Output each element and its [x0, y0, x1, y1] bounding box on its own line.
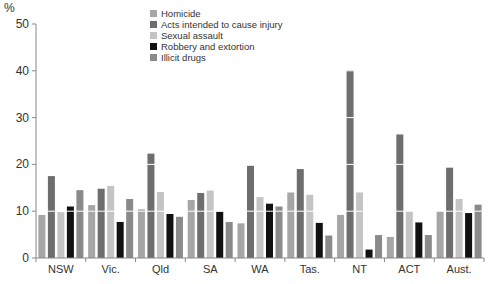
legend-label: Illicit drugs	[161, 52, 206, 63]
x-tick	[384, 258, 385, 262]
bar	[276, 207, 283, 258]
bar	[207, 191, 214, 258]
legend-label: Robbery and extortion	[161, 41, 254, 52]
x-tick-label: Vic.	[102, 263, 120, 275]
bar	[216, 212, 223, 258]
y-tick-label: 30	[16, 111, 30, 125]
bar	[38, 215, 45, 258]
bar	[366, 250, 373, 258]
bar	[266, 204, 273, 258]
bar	[446, 168, 453, 258]
legend: HomicideActs intended to cause injurySex…	[150, 8, 283, 63]
bar	[138, 209, 145, 258]
y-axis-label: %	[4, 1, 15, 15]
bar	[257, 197, 264, 258]
bar	[465, 213, 472, 258]
bar	[306, 195, 313, 258]
y-tick	[32, 24, 36, 25]
legend-label: Sexual assault	[161, 30, 223, 41]
bar	[415, 222, 422, 258]
y-tick	[32, 164, 36, 165]
grid-line	[36, 70, 484, 71]
x-tick	[284, 258, 285, 262]
x-tick-label: Tas.	[300, 263, 320, 275]
bar	[238, 223, 245, 258]
bar	[325, 236, 332, 258]
x-tick	[334, 258, 335, 262]
bar	[396, 134, 403, 258]
x-tick	[85, 258, 86, 262]
grid-line	[36, 117, 484, 118]
x-tick-label: NSW	[48, 263, 74, 275]
bar	[48, 176, 55, 258]
x-tick	[135, 258, 136, 262]
bar	[437, 211, 444, 258]
x-tick	[484, 258, 485, 262]
bar	[98, 189, 105, 258]
bar	[406, 211, 413, 258]
legend-label: Homicide	[161, 8, 201, 19]
y-tick-label: 50	[16, 17, 30, 31]
x-tick	[185, 258, 186, 262]
y-tick-label: 20	[16, 157, 30, 171]
bar	[166, 214, 173, 258]
x-tick	[434, 258, 435, 262]
y-tick-label: 40	[16, 64, 30, 78]
y-tick-label: 10	[16, 204, 30, 218]
bar	[287, 192, 294, 258]
x-tick-label: WA	[251, 263, 269, 275]
bar	[247, 166, 254, 258]
grid-line	[36, 211, 484, 212]
bar	[117, 222, 124, 258]
y-tick	[32, 70, 36, 71]
bar	[456, 199, 463, 258]
bar	[126, 199, 133, 258]
y-tick-label: 0	[22, 251, 29, 265]
x-tick	[36, 258, 37, 262]
bar	[387, 237, 394, 258]
bar	[147, 154, 154, 258]
bar	[157, 192, 164, 258]
bar	[67, 207, 74, 258]
x-tick-label: Aust.	[447, 263, 472, 275]
bar	[226, 222, 233, 258]
chart: 0 10 20 30 40 50 NSW Vic. Qld SA WA Tas. NT ACT Aust.%…	[0, 0, 496, 284]
bar	[88, 205, 95, 258]
x-tick-label: ACT	[398, 263, 420, 275]
y-tick	[32, 258, 36, 259]
y-tick	[32, 117, 36, 118]
x-tick-label: SA	[203, 263, 218, 275]
bar	[107, 186, 114, 258]
legend-swatch	[150, 54, 157, 61]
grid-line	[36, 164, 484, 165]
legend-swatch	[150, 10, 157, 17]
bar	[475, 205, 482, 258]
bar	[337, 215, 344, 258]
legend-swatch	[150, 43, 157, 50]
x-tick-label: NT	[352, 263, 367, 275]
legend-swatch	[150, 32, 157, 39]
bar	[57, 212, 64, 258]
bar	[316, 223, 323, 258]
bar	[297, 169, 304, 258]
bar	[197, 193, 204, 258]
bar	[425, 235, 432, 258]
y-axis	[36, 24, 37, 258]
x-axis	[36, 258, 484, 259]
legend-swatch	[150, 21, 157, 28]
x-tick	[235, 258, 236, 262]
bar	[76, 190, 83, 258]
bar	[176, 217, 183, 258]
bar	[356, 192, 363, 258]
x-tick-label: Qld	[152, 263, 169, 275]
legend-label: Acts intended to cause injury	[161, 19, 283, 30]
y-tick	[32, 211, 36, 212]
bar	[375, 235, 382, 258]
bar	[188, 200, 195, 258]
